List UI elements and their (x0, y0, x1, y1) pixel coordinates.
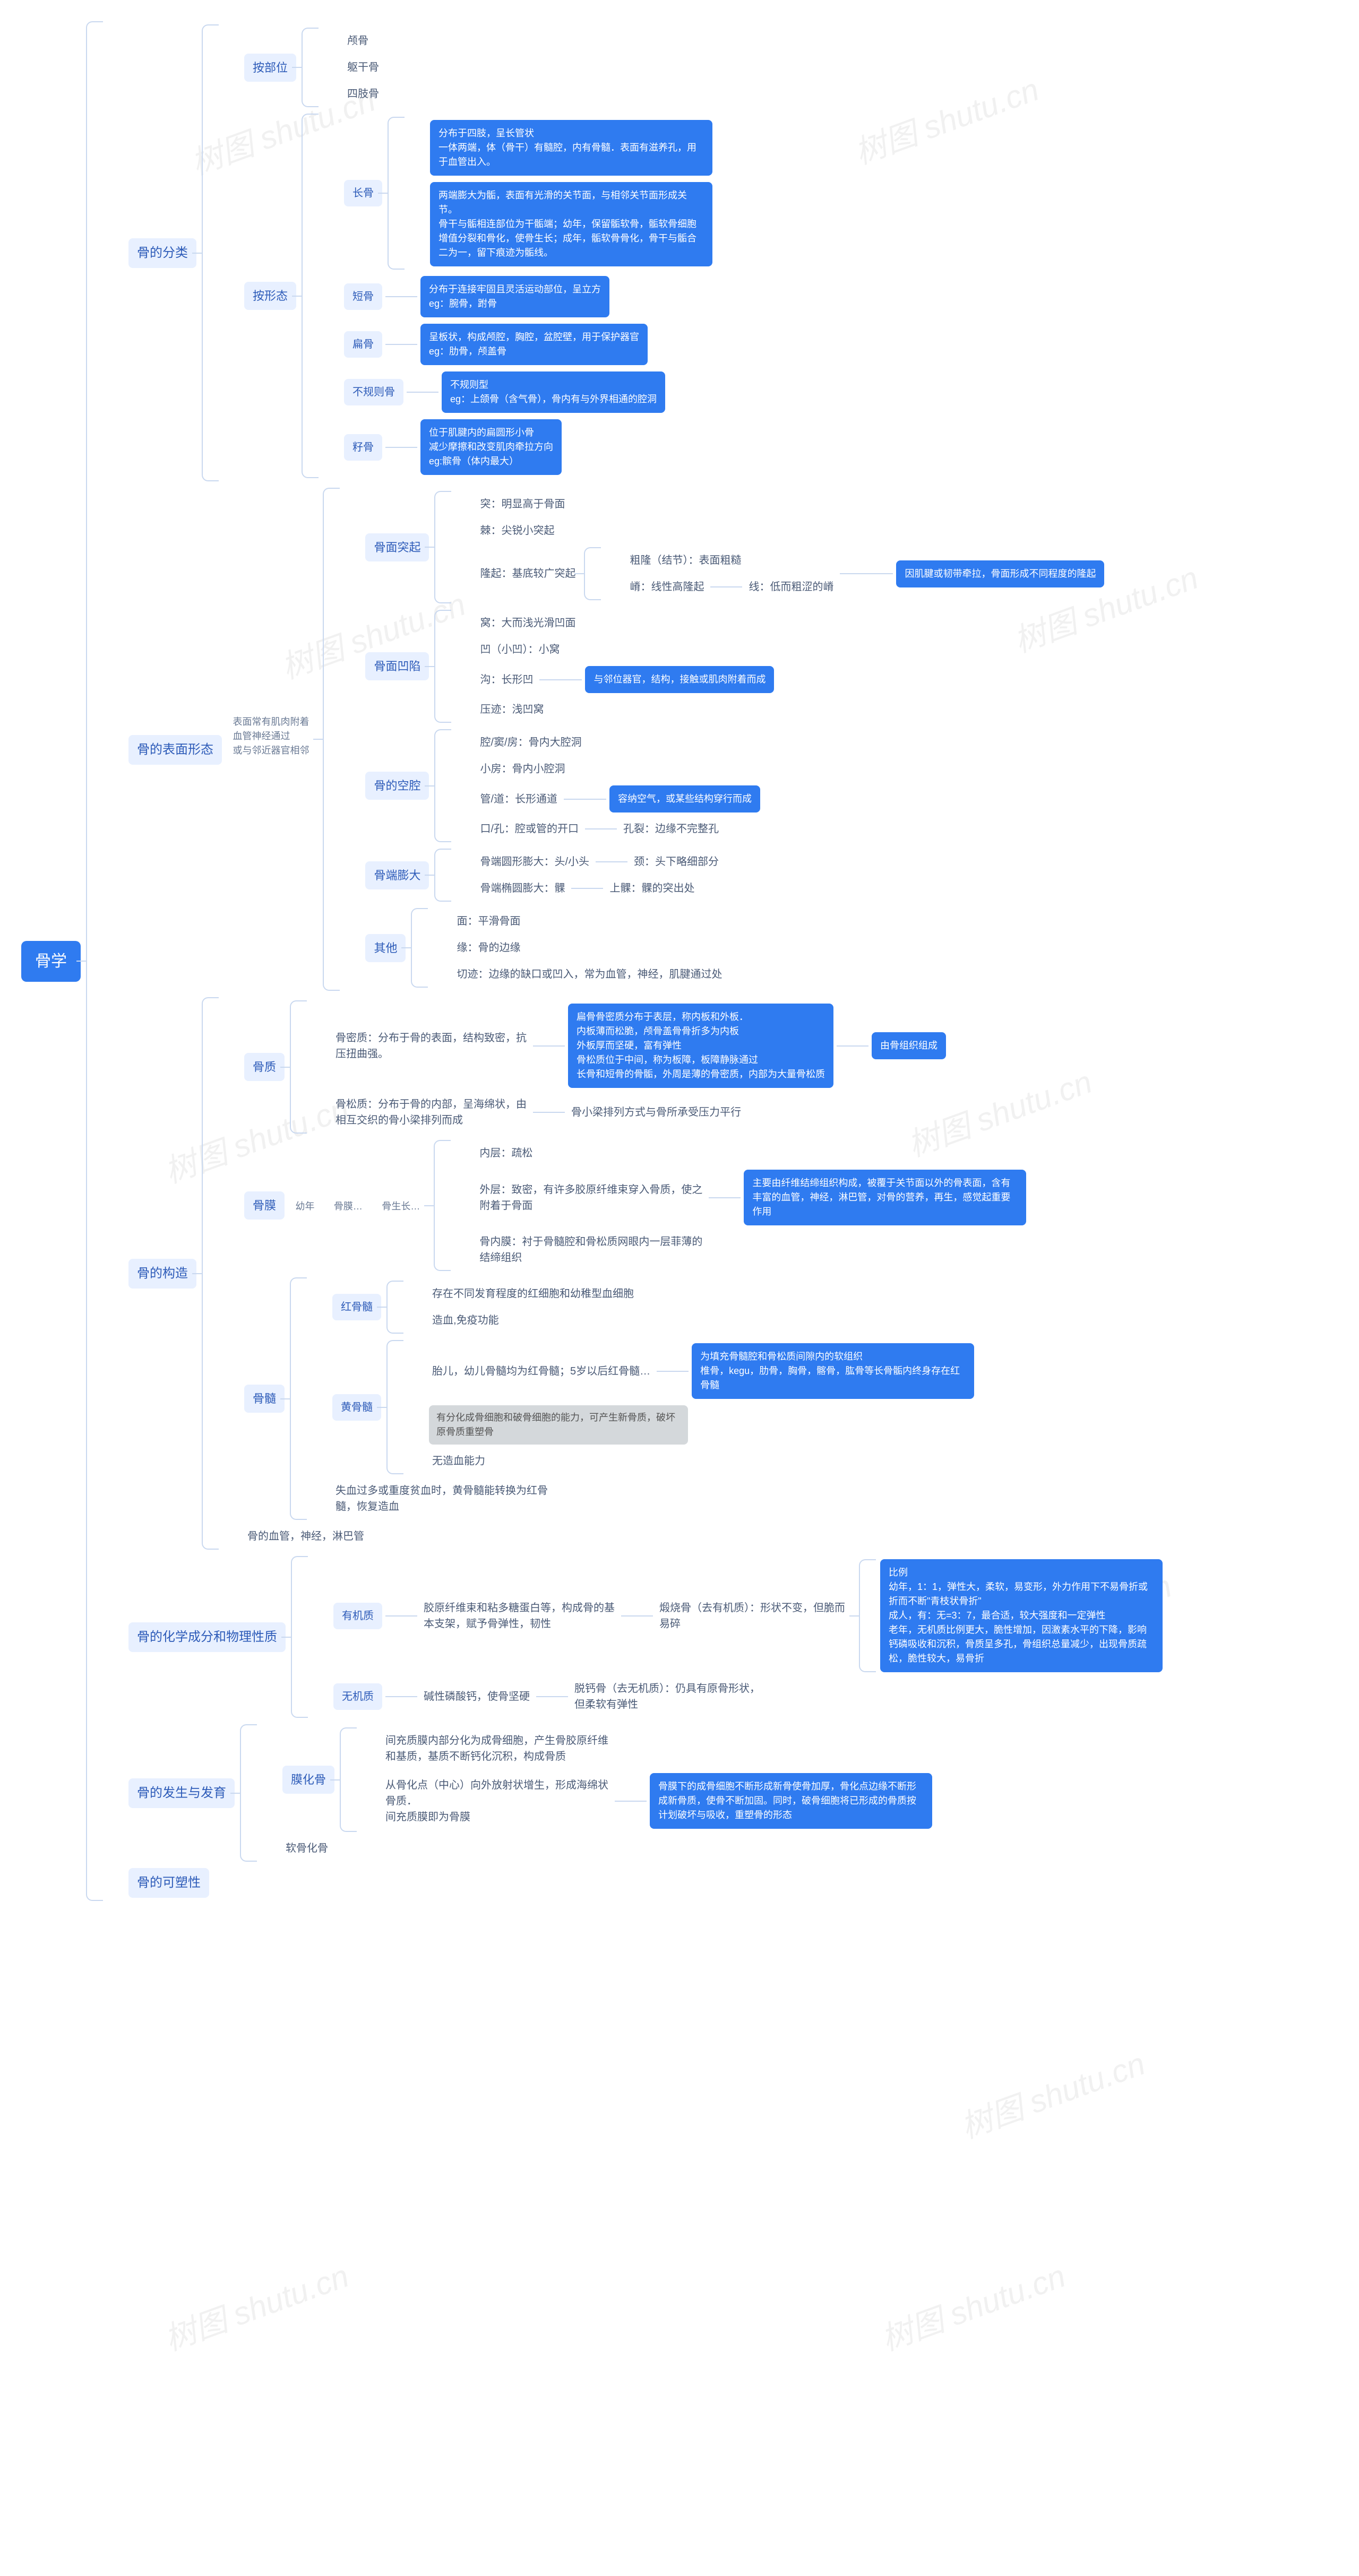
cavity-0: 腔/窦/房：骨内大腔洞 (477, 732, 584, 753)
concave-2: 沟：长形凹 (477, 670, 536, 690)
marrow[interactable]: 骨髓 (244, 1385, 285, 1413)
protrusion-note: 因肌腱或韧带牵拉，骨面形成不同程度的隆起 (896, 560, 1104, 587)
branch-classification[interactable]: 骨的分类 (128, 238, 196, 268)
bone-vessel: 骨的血管，神经，淋巴管 (244, 1526, 367, 1546)
flat-note: 呈板状，构成颅腔，胸腔，盆腔壁，用于保护器官 eg：肋骨，颅盖骨 (420, 324, 648, 365)
cavity-1: 小房：骨内小腔洞 (477, 759, 568, 779)
yellow-1: 有分化成骨细胞和破骨细胞的能力，可产生新骨质，破坏原骨质重塑骨 (429, 1405, 688, 1445)
cavity-2: 管/道：长形通道 (477, 789, 561, 809)
periosteum-sub-2: 骨生长… (373, 1198, 428, 1215)
periosteum-sub-1: 骨膜… (325, 1198, 371, 1215)
concave-3: 压迹：浅凹窝 (477, 699, 547, 720)
protrusion[interactable]: 骨面突起 (365, 533, 429, 561)
other-2: 切迹：边缘的缺口或凹入，常为血管，神经，肌腱通过处 (453, 964, 725, 984)
item-limb: 四肢骨 (344, 84, 382, 104)
branch-plasticity[interactable]: 骨的可塑性 (128, 1868, 209, 1898)
yellow-2: 无造血能力 (429, 1451, 488, 1471)
protrusion-r2b: 线：低而粗涩的嵴 (745, 577, 837, 597)
long-note-1: 分布于四肢，呈长管状 一体两端，体（骨干）有髓腔，内有骨髓．表面有滋养孔，用于血… (430, 120, 712, 176)
periosteum-sub-0: 幼年 (287, 1198, 323, 1215)
cavity-extra: 孔裂：边缘不完整孔 (620, 819, 722, 839)
red-0: 存在不同发育程度的红细胞和幼稚型血细胞 (429, 1284, 637, 1304)
cartilage-bone: 软骨化骨 (282, 1838, 331, 1858)
seed-note: 位于肌腱内的扁圆形小骨 减少摩擦和改变肌肉牵拉方向 eg:髌骨（体内最大） (420, 419, 562, 475)
long-bone[interactable]: 长骨 (344, 180, 382, 206)
marrow-note: 为填充骨髓腔和骨松质间隙内的软组织 椎骨，kegu，肋骨，胸骨，髂骨，肱骨等长骨… (692, 1343, 974, 1399)
peri-0: 内层：疏松 (476, 1143, 536, 1163)
bone-substance[interactable]: 骨质 (244, 1053, 285, 1081)
cavity-note: 容纳空气，或某些结构穿行而成 (609, 785, 760, 812)
concave-0: 窝：大而浅光滑凹面 (477, 613, 579, 633)
protrusion-0: 突：明显高于骨面 (477, 494, 568, 514)
protrusion-2: 隆起：基底较广突起 (477, 564, 579, 584)
branch-structure[interactable]: 骨的构造 (128, 1259, 196, 1289)
branch-surface[interactable]: 骨的表面形态 (128, 735, 222, 765)
decalc-2: 脱钙骨（去无机质）：仍具有原骨形状，但柔软有弹性 (571, 1679, 769, 1715)
cavity-3: 口/孔：腔或管的开口 (477, 819, 582, 839)
inorganic[interactable]: 无机质 (333, 1683, 382, 1710)
item-skull: 颅骨 (344, 31, 372, 51)
dense: 骨密质：分布于骨的表面，结构致密，抗压扭曲强。 (332, 1028, 530, 1064)
yellow-0: 胎儿，幼儿骨髓均为红骨髓；5岁以后红骨髓… (429, 1361, 653, 1381)
spongy-extra: 骨小梁排列方式与骨所承受压力平行 (568, 1102, 744, 1122)
peri-2: 骨内膜：衬于骨髓腔和骨松质网眼内一层菲薄的结缔组织 (476, 1232, 706, 1268)
branch-develop[interactable]: 骨的发生与发育 (128, 1778, 235, 1808)
sesamoid-bone[interactable]: 籽骨 (344, 434, 382, 461)
by-shape[interactable]: 按形态 (244, 282, 296, 310)
enlarged-e2: 上髁：髁的突出处 (606, 878, 698, 898)
watermark: 树图 shutu.cn (874, 2250, 1071, 2359)
mb-0: 间充质膜内部分化为成骨细胞，产生骨胶原纤维和基质，基质不断钙化沉积，构成骨质 (382, 1731, 612, 1767)
concave[interactable]: 骨面凹陷 (365, 652, 429, 680)
long-note-2: 两端膨大为骺，表面有光滑的关节面，与相邻关节面形成关节。 骨干与骺相连部位为干骺… (430, 182, 712, 266)
enlarged-1: 骨端椭圆膨大：髁 (477, 878, 568, 898)
watermark: 树图 shutu.cn (953, 2038, 1150, 2147)
decalc-1: 煅烧骨（去有机质）：形状不变，但脆而易碎 (656, 1598, 854, 1634)
marrow-conv: 失血过多或重度贫血时，黄骨髓能转换为红骨髓，恢复造血 (332, 1481, 562, 1517)
surface-other[interactable]: 其他 (365, 934, 406, 962)
organic-desc: 胶原纤维束和粘多糖蛋白等，构成骨的基本支架，赋予骨弹性，韧性 (420, 1598, 618, 1634)
enlarged[interactable]: 骨端膨大 (365, 861, 429, 889)
mb-note: 骨膜下的成骨细胞不断形成新骨使骨加厚，骨化点边缘不断形成新骨质，使骨不断加固。同… (650, 1773, 932, 1829)
flat-bone[interactable]: 扁骨 (344, 331, 382, 358)
protrusion-r2a: 嵴：线性高隆起 (626, 577, 707, 597)
concave-note: 与邻位器官，结构，接触或肌肉附着而成 (585, 666, 774, 693)
short-bone[interactable]: 短骨 (344, 283, 382, 310)
enlarged-0: 骨端圆形膨大：头/小头 (477, 852, 592, 872)
peri-1: 外层：致密，有许多胶原纤维束穿入骨质，使之附着于骨面 (476, 1180, 706, 1216)
mb-1: 从骨化点（中心）向外放射状增生，形成海绵状骨质． 间充质膜即为骨膜 (382, 1775, 612, 1827)
irregular-bone[interactable]: 不规则骨 (344, 379, 403, 405)
red-marrow[interactable]: 红骨髓 (332, 1294, 381, 1320)
concave-1: 凹（小凹）：小窝 (477, 639, 563, 660)
peri-note: 主要由纤维结缔组织构成，被覆于关节面以外的骨表面，含有丰富的血管，神经，淋巴管，… (744, 1170, 1026, 1225)
arrow-note: 由骨组织组成 (872, 1032, 946, 1059)
red-1: 造血,免疫功能 (429, 1310, 502, 1330)
membrane-bone[interactable]: 膜化骨 (282, 1766, 334, 1794)
short-note: 分布于连接牢固且灵活运动部位，呈立方 eg：腕骨，跗骨 (420, 276, 609, 317)
irr-note: 不规则型 eg：上颌骨（含气骨），骨内有与外界相通的腔洞 (442, 371, 665, 413)
periosteum[interactable]: 骨膜 (244, 1191, 285, 1220)
protrusion-r1: 粗隆（结节）：表面粗糙 (626, 550, 744, 570)
enlarged-e1: 颈：头下略细部分 (631, 852, 722, 872)
other-1: 缘：骨的边缘 (453, 938, 523, 958)
chem-note: 比例 幼年，1：1，弹性大，柔软，易变形，外力作用下不易骨折或折而不断"青枝状骨… (880, 1559, 1163, 1672)
other-0: 面：平滑骨面 (453, 911, 523, 931)
yellow-marrow[interactable]: 黄骨髓 (332, 1394, 381, 1421)
mindmap: 骨学 骨的分类 按部位 颅骨 躯干骨 四肢骨 按形态 (21, 21, 1338, 1901)
cavity[interactable]: 骨的空腔 (365, 772, 429, 800)
branch-chemistry[interactable]: 骨的化学成分和物理性质 (128, 1622, 286, 1652)
protrusion-1: 棘：尖锐小突起 (477, 521, 557, 541)
organic[interactable]: 有机质 (333, 1603, 382, 1629)
by-part[interactable]: 按部位 (244, 54, 296, 82)
watermark: 树图 shutu.cn (157, 2250, 354, 2359)
branch-surface-sub: 表面常有肌肉附着 血管神经通过 或与邻近器官相邻 (224, 714, 317, 759)
spongy: 骨松质：分布于骨的内部，呈海绵状，由相互交织的骨小梁排列而成 (332, 1094, 530, 1130)
item-trunk: 躯干骨 (344, 57, 382, 77)
bone-substance-note: 扁骨骨密质分布于表层，称内板和外板． 内板薄而松脆，颅骨盖骨骨折多为内板 外板厚… (568, 1004, 833, 1088)
inorganic-desc: 碱性磷酸钙，使骨坚硬 (420, 1687, 533, 1707)
root-node[interactable]: 骨学 (21, 941, 81, 982)
